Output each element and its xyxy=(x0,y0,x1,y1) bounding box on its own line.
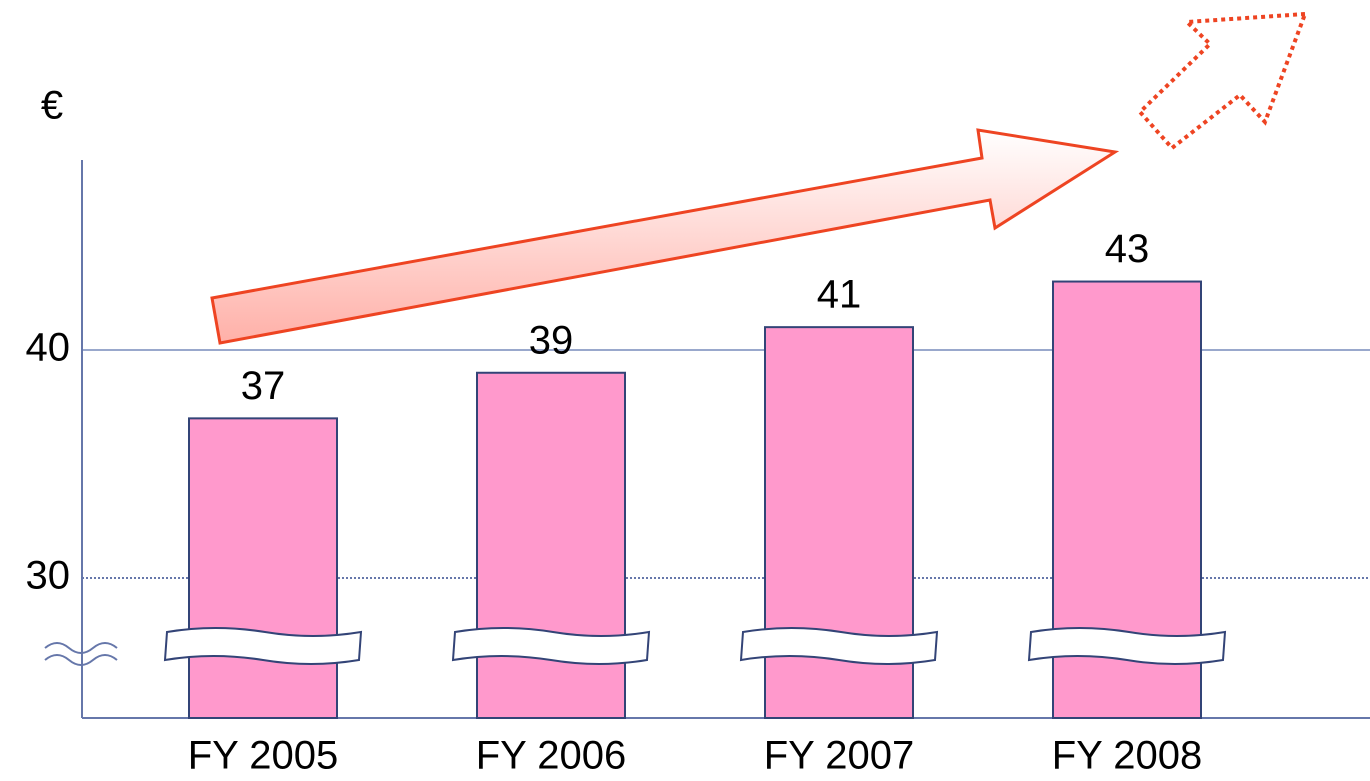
trend-arrow xyxy=(210,128,1120,345)
value-label: 37 xyxy=(241,364,286,408)
y-tick-label: 30 xyxy=(26,554,71,598)
dotted-arrow xyxy=(1137,11,1308,151)
bar-break xyxy=(451,627,651,665)
value-label: 39 xyxy=(529,318,574,362)
bar xyxy=(188,417,338,719)
y-tick-label: 40 xyxy=(26,326,71,370)
x-tick-label: FY 2005 xyxy=(188,734,339,778)
x-tick-label: FY 2007 xyxy=(764,734,915,778)
bar-break xyxy=(739,627,939,665)
value-label: 43 xyxy=(1105,227,1150,271)
x-tick-label: FY 2008 xyxy=(1052,734,1203,778)
bar-break xyxy=(163,627,363,665)
axis-break xyxy=(44,642,118,666)
bar xyxy=(476,371,626,719)
value-label: 41 xyxy=(817,273,862,317)
y-axis-label: € xyxy=(41,84,63,128)
x-tick-label: FY 2006 xyxy=(476,734,627,778)
bar-break xyxy=(1027,627,1227,665)
